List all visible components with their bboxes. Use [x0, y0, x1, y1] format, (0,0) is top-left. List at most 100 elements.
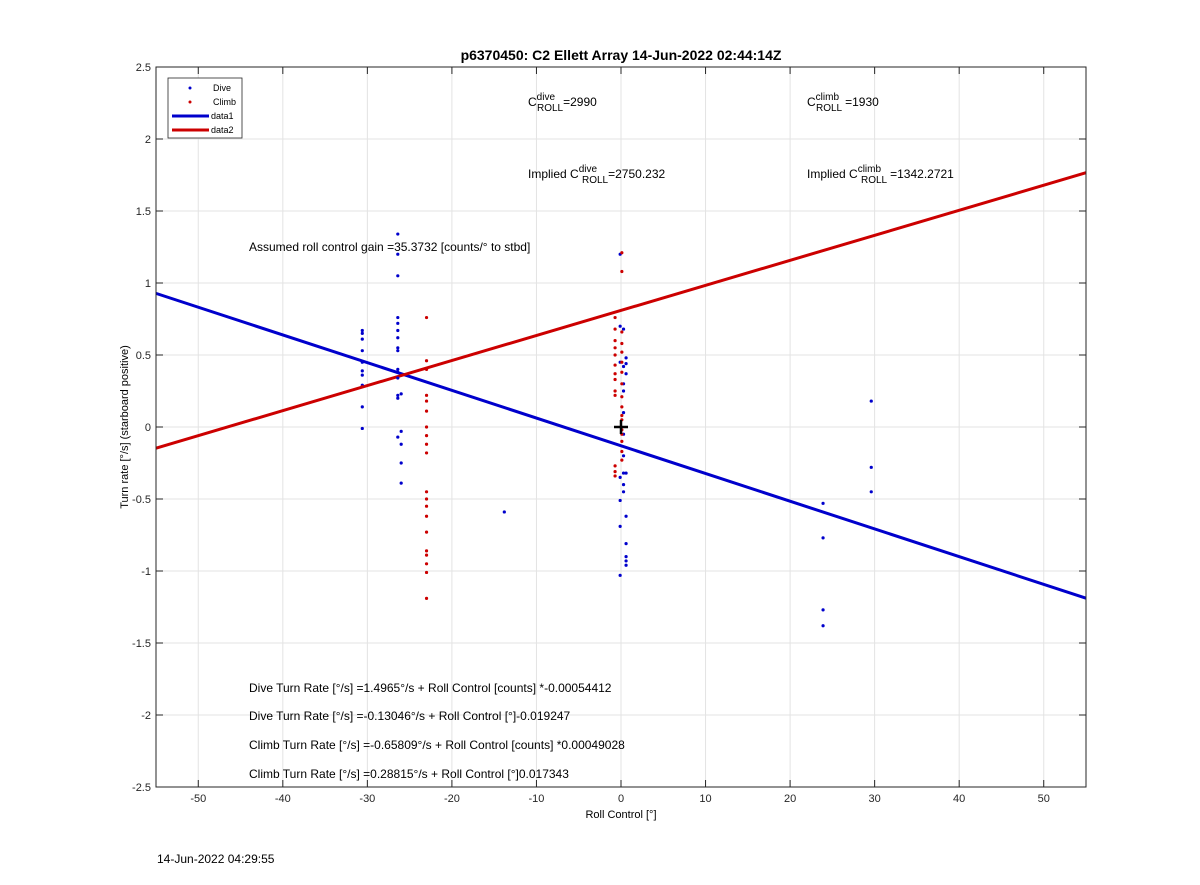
point-dive — [360, 360, 364, 364]
point-climb — [424, 530, 429, 534]
point-dive — [869, 490, 873, 494]
origin-marker — [614, 420, 628, 434]
point-dive — [821, 536, 825, 540]
implied-climb-sub: ROLL — [861, 175, 888, 186]
point-dive — [621, 411, 626, 415]
point-climb — [424, 359, 429, 363]
point-climb — [424, 442, 429, 446]
y-axis-label: Turn rate [°/s] (starboard positive) — [119, 345, 131, 509]
point-climb — [620, 330, 624, 334]
c-roll-dive-value: =2990 — [563, 95, 597, 109]
point-dive — [399, 429, 403, 433]
point-dive — [360, 349, 364, 353]
fit-lines — [155, 171, 1087, 600]
point-climb — [613, 363, 617, 367]
y-tick-label: -0.5 — [132, 494, 151, 506]
point-climb — [424, 399, 429, 403]
point-climb — [424, 497, 429, 501]
c-roll-climb-base: C — [807, 95, 816, 109]
legend-climb-swatch — [188, 100, 192, 104]
point-dive — [360, 369, 364, 373]
point-dive — [396, 396, 400, 400]
implied-climb-value: =1342.2721 — [890, 167, 954, 181]
point-climb — [613, 372, 617, 376]
y-tick-label: 2.5 — [136, 62, 151, 74]
point-climb — [424, 490, 429, 494]
point-climb — [613, 339, 617, 343]
point-dive — [624, 372, 628, 376]
point-dive — [618, 498, 622, 503]
c-roll-dive-base: C — [528, 95, 537, 109]
implied-climb-sup: climb — [858, 164, 882, 175]
point-dive — [821, 624, 825, 628]
legend: Dive Climb data1 data2 — [167, 77, 243, 139]
point-climb — [424, 562, 429, 566]
x-tick-label: -30 — [359, 793, 375, 805]
point-dive — [360, 328, 364, 333]
point-climb — [620, 251, 624, 255]
point-climb — [424, 315, 429, 320]
y-tick-label: -1 — [141, 566, 151, 578]
c-roll-dive-sub: ROLL — [537, 103, 564, 114]
x-tick-label: 0 — [618, 793, 624, 805]
point-dive — [396, 367, 400, 371]
point-climb — [620, 269, 624, 274]
point-climb — [613, 346, 617, 350]
c-roll-dive-sup: dive — [537, 92, 556, 103]
point-climb — [620, 360, 624, 364]
axis-ticks: -50 -40 -30 -20 -10 0 10 20 30 40 50-2.5-2-1.5-1-0… — [132, 62, 1086, 805]
c-roll-climb-value: =1930 — [845, 95, 879, 109]
point-climb — [613, 315, 617, 320]
point-dive — [396, 321, 400, 325]
point-dive — [869, 399, 873, 403]
legend-box — [167, 77, 243, 139]
point-climb — [613, 353, 617, 357]
point-dive — [621, 389, 626, 393]
implied-climb-annotation: Implied Cclimb ROLL =1342.2721 — [807, 164, 954, 186]
point-dive — [618, 324, 622, 328]
point-climb — [620, 341, 624, 346]
point-climb — [424, 434, 429, 438]
gain-annotation: Assumed roll control gain =35.3732 [coun… — [249, 240, 530, 254]
point-climb — [424, 570, 429, 575]
point-dive — [624, 514, 628, 518]
point-dive — [396, 346, 400, 350]
point-climb — [620, 405, 624, 409]
point-climb — [620, 395, 624, 399]
implied-dive-sup: dive — [579, 164, 598, 175]
point-dive — [360, 426, 364, 431]
point-climb — [620, 439, 624, 443]
implied-dive-value: =2750.232 — [608, 167, 665, 181]
c-roll-climb-sub: ROLL — [816, 103, 843, 114]
point-dive — [624, 555, 628, 559]
point-climb — [424, 553, 429, 557]
point-dive — [396, 370, 400, 374]
point-dive — [621, 327, 626, 331]
point-climb — [360, 385, 364, 389]
point-climb — [613, 389, 617, 393]
y-tick-label: -2 — [141, 710, 151, 722]
point-climb — [613, 393, 617, 397]
point-dive — [621, 454, 626, 458]
point-climb — [613, 474, 617, 478]
point-dive — [399, 461, 403, 465]
point-climb — [424, 451, 429, 455]
x-tick-label: 50 — [1038, 793, 1050, 805]
y-tick-label: 1 — [145, 278, 151, 290]
point-climb — [620, 382, 624, 386]
x-tick-label: -20 — [444, 793, 460, 805]
point-dive — [399, 442, 403, 446]
point-climb — [424, 514, 429, 518]
point-dive — [396, 315, 400, 320]
point-climb — [613, 377, 617, 382]
point-dive — [396, 393, 400, 397]
point-dive — [618, 475, 622, 479]
point-dive — [399, 481, 403, 485]
point-dive — [821, 608, 825, 612]
point-dive — [624, 542, 628, 546]
x-tick-label: 10 — [699, 793, 711, 805]
fit-line-data1 — [155, 291, 1087, 600]
legend-data2-label: data2 — [211, 125, 234, 135]
point-dive — [360, 337, 364, 341]
y-tick-label: -1.5 — [132, 638, 151, 650]
